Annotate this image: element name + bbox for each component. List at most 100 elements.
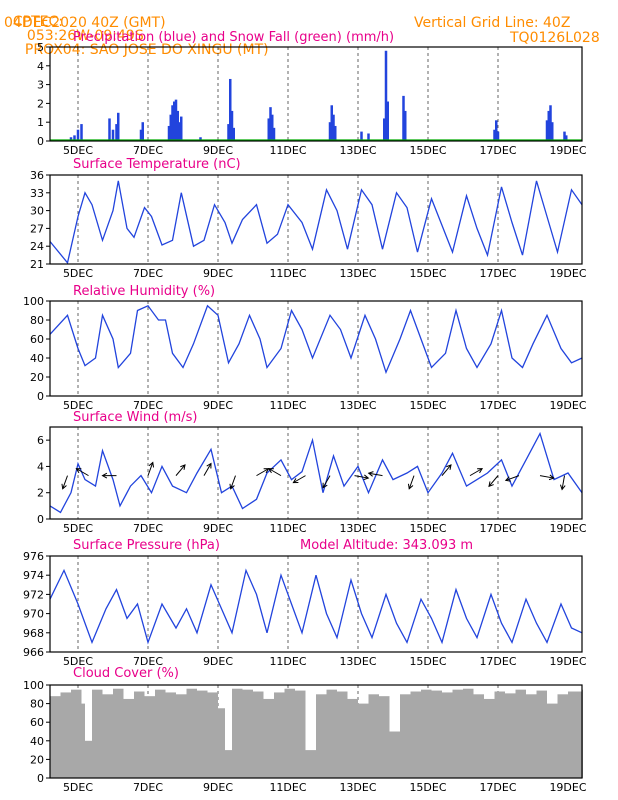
x-tick-label: 17DEC xyxy=(479,781,516,794)
wind-arrow xyxy=(488,475,499,487)
cloud-bar xyxy=(176,694,187,778)
precip-bar xyxy=(495,120,498,141)
precip-bar xyxy=(229,78,232,141)
precip-bar xyxy=(199,137,202,141)
x-tick-label: 9DEC xyxy=(203,655,233,668)
x-tick-label: 19DEC xyxy=(549,655,586,668)
x-tick-label: 15DEC xyxy=(409,144,446,157)
wind-arrow xyxy=(256,468,269,477)
y-tick-label: 27 xyxy=(30,222,44,235)
wind-arrow-head xyxy=(488,481,494,488)
precip-bar xyxy=(360,131,363,141)
precip-bar xyxy=(227,124,230,141)
precip-bar xyxy=(80,124,83,141)
cloud-bar xyxy=(358,703,369,778)
precip-bar xyxy=(180,116,183,141)
precip-bar xyxy=(328,122,332,141)
plot-frame xyxy=(49,46,583,142)
x-tick-label: 5DEC xyxy=(63,267,93,280)
header-model: TQ0126L028 xyxy=(510,30,600,46)
y-tick-label: 3 xyxy=(37,79,44,92)
cloud-bar xyxy=(547,703,558,778)
wind-arrow xyxy=(505,475,520,481)
wind-arrow xyxy=(62,475,68,489)
panel-title: Surface Temperature (nC) xyxy=(73,157,241,172)
cloud-bar xyxy=(113,688,124,778)
panel-title: Surface Pressure (hPa) xyxy=(73,538,220,553)
x-tick-label: 9DEC xyxy=(203,267,233,280)
y-tick-label: 21 xyxy=(30,258,44,271)
wind-arrow-head xyxy=(446,464,452,470)
cloud-bar xyxy=(536,690,547,778)
cloud-bar xyxy=(71,689,82,778)
y-tick-label: 100 xyxy=(23,295,44,308)
panel-4: 5DEC 7DEC 9DEC 11DEC 13DEC 15DEC 17DEC 19DEC 966… xyxy=(23,538,587,668)
precip-bar xyxy=(73,135,76,141)
precip-bar xyxy=(167,125,171,141)
precip-bar xyxy=(384,50,388,142)
wind-arrow-head xyxy=(148,461,155,468)
cloud-bar xyxy=(218,708,225,778)
panel-2: 5DEC 7DEC 9DEC 11DEC 13DEC 15DEC 17DEC 19DEC 0 20… xyxy=(23,284,587,412)
wind-arrow xyxy=(230,475,236,489)
precip-bar xyxy=(545,120,549,141)
cloud-bar xyxy=(368,694,379,778)
precip-bar xyxy=(271,114,274,141)
y-tick-label: 80 xyxy=(30,698,44,711)
cloud-bar xyxy=(452,689,463,778)
x-tick-label: 17DEC xyxy=(479,144,516,157)
wind-arrow xyxy=(203,463,212,476)
y-tick-label: 0 xyxy=(37,135,44,148)
cloud-bar xyxy=(431,690,442,778)
cloud-bar xyxy=(197,690,208,778)
wind-arrow-head xyxy=(367,471,374,477)
precip-bar xyxy=(267,118,270,141)
x-tick-label: 13DEC xyxy=(339,781,376,794)
precip-bar xyxy=(173,101,176,141)
plot-frame xyxy=(49,684,583,779)
cloud-bar xyxy=(326,689,337,778)
precip-bar xyxy=(76,129,80,141)
cloud-bar xyxy=(225,750,232,778)
x-tick-label: 19DEC xyxy=(549,522,586,535)
y-tick-label: 4 xyxy=(37,60,44,73)
precip-bar xyxy=(272,127,276,141)
x-tick-label: 13DEC xyxy=(339,144,376,157)
cloud-bar xyxy=(92,689,103,778)
wind-arrow-head xyxy=(101,472,108,479)
y-tick-label: 60 xyxy=(30,333,44,346)
cloud-bar xyxy=(505,693,516,778)
y-tick-label: 0 xyxy=(37,772,44,785)
precip-bar xyxy=(404,110,407,141)
cloud-bar xyxy=(557,694,568,778)
cloud-bar xyxy=(232,688,243,778)
y-tick-label: 5 xyxy=(37,41,44,54)
precip-bar xyxy=(115,124,118,141)
plot-frame xyxy=(49,426,583,520)
y-tick-label: 0 xyxy=(37,390,44,403)
x-tick-label: 17DEC xyxy=(479,399,516,412)
precip-bar xyxy=(139,129,143,141)
x-tick-label: 5DEC xyxy=(63,522,93,535)
x-tick-label: 11DEC xyxy=(269,399,306,412)
precip-bar xyxy=(496,131,500,141)
x-tick-label: 11DEC xyxy=(269,655,306,668)
x-tick-label: 13DEC xyxy=(339,522,376,535)
cloud-bar xyxy=(421,689,432,778)
wind-arrow xyxy=(561,475,565,490)
cloud-bar xyxy=(60,692,71,778)
x-tick-label: 15DEC xyxy=(409,267,446,280)
x-tick-label: 9DEC xyxy=(203,399,233,412)
precip-bar xyxy=(549,105,552,141)
wind-arrow-head xyxy=(61,483,67,490)
y-tick-label: 60 xyxy=(30,716,44,729)
x-tick-label: 11DEC xyxy=(269,267,306,280)
wind-arrow-head xyxy=(229,483,235,490)
cloud-bar xyxy=(295,690,306,778)
y-tick-label: 1 xyxy=(37,116,44,129)
x-tick-label: 17DEC xyxy=(479,522,516,535)
cloud-bar xyxy=(337,691,348,778)
cloud-bar xyxy=(102,694,113,778)
cloud-bar xyxy=(400,694,411,778)
